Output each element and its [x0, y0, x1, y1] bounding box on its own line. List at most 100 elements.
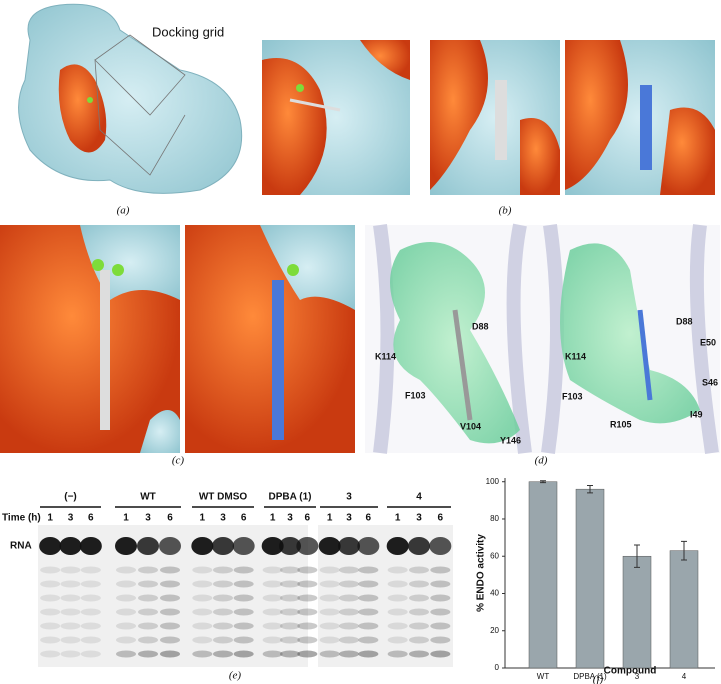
fragment-band — [138, 636, 158, 644]
fragment-band — [192, 622, 213, 630]
time-label: 3 — [346, 513, 352, 524]
fragment-band — [430, 622, 451, 630]
fragment-band — [60, 566, 81, 574]
fragment-band — [358, 580, 379, 588]
fragment-band — [358, 608, 379, 616]
fragment-band — [409, 580, 429, 588]
fragment-band — [319, 566, 340, 574]
fragment-band — [319, 650, 340, 658]
error-bar — [540, 480, 546, 484]
fragment-band — [387, 594, 408, 602]
caption: (e) — [229, 670, 242, 682]
fragment-band — [409, 650, 429, 658]
fragment-band — [116, 608, 136, 616]
fragment-band — [192, 566, 213, 574]
caption: (c) — [172, 455, 185, 467]
rna-band — [429, 537, 452, 555]
fragment-band — [319, 636, 340, 644]
y-tick-label: 100 — [486, 477, 500, 486]
fragment-band — [430, 566, 451, 574]
fragment-band — [409, 622, 429, 630]
fragment-band — [387, 566, 408, 574]
rna-band — [232, 537, 255, 555]
x-tick-label: 4 — [682, 672, 687, 681]
fragment-band — [60, 608, 81, 616]
fragment-band — [116, 622, 136, 630]
residue-label: F103 — [562, 391, 583, 401]
fragment-band — [280, 580, 300, 588]
fragment-band — [233, 622, 254, 630]
fragment-band — [409, 636, 429, 644]
fragment-band — [262, 608, 283, 616]
time-label: 3 — [416, 513, 422, 524]
fragment-band — [138, 622, 158, 630]
caption: (f) — [593, 674, 604, 684]
time-label: 1 — [47, 513, 53, 524]
fragment-band — [40, 580, 61, 588]
fragment-band — [60, 636, 81, 644]
fragment-band — [319, 608, 340, 616]
time-label: 6 — [167, 513, 173, 524]
fragment-band — [213, 636, 233, 644]
x-tick-label: WT — [537, 672, 550, 681]
time-label: Time (h) — [2, 513, 41, 524]
residue-label: D88 — [676, 316, 693, 326]
protein-surface — [18, 3, 243, 194]
fragment-band — [160, 650, 180, 658]
fragment-band — [138, 566, 158, 574]
fragment-band — [297, 580, 318, 588]
fragment-band — [319, 580, 340, 588]
fragment-band — [387, 608, 408, 616]
time-label: 6 — [88, 513, 94, 524]
caption: (d) — [535, 455, 548, 467]
fragment-band — [339, 650, 359, 658]
fragment-band — [213, 580, 233, 588]
fragment-band — [358, 594, 379, 602]
fragment-band — [262, 594, 283, 602]
fragment-band — [160, 594, 180, 602]
fragment-band — [233, 594, 254, 602]
fragment-band — [60, 580, 81, 588]
rna-band — [191, 537, 214, 555]
fragment-band — [387, 650, 408, 658]
fragment-band — [430, 636, 451, 644]
fragment-band — [40, 622, 61, 630]
fragment-band — [116, 594, 136, 602]
fragment-band — [280, 622, 300, 630]
fragment-band — [430, 608, 451, 616]
fragment-band — [280, 594, 300, 602]
fragment-band — [80, 594, 101, 602]
rna-band — [318, 537, 341, 555]
active-site — [58, 64, 107, 153]
time-label: 1 — [200, 513, 206, 524]
residue-label: S46 — [702, 377, 718, 387]
residue-label: R105 — [610, 419, 632, 429]
group-label: WT DMSO — [199, 492, 248, 503]
fragment-band — [409, 566, 429, 574]
time-label: 6 — [241, 513, 247, 524]
fragment-band — [192, 608, 213, 616]
grid-box — [94, 34, 186, 176]
bar — [622, 555, 652, 669]
fragment-band — [40, 566, 61, 574]
y-tick-label: 20 — [490, 626, 499, 635]
time-label: 6 — [438, 513, 444, 524]
grid-label: Docking grid — [152, 24, 224, 39]
rna-band — [59, 537, 82, 555]
fragment-band — [116, 636, 136, 644]
fragment-band — [40, 594, 61, 602]
fragment-band — [80, 608, 101, 616]
time-label: 1 — [123, 513, 129, 524]
fragment-band — [358, 622, 379, 630]
fragment-band — [160, 608, 180, 616]
rna-band — [408, 537, 430, 555]
rna-band — [39, 537, 62, 555]
y-tick-label: 0 — [495, 663, 500, 672]
fragment-band — [160, 622, 180, 630]
fragment-band — [339, 622, 359, 630]
fragment-band — [262, 566, 283, 574]
fragment-band — [319, 622, 340, 630]
fragment-band — [339, 594, 359, 602]
caption: (b) — [499, 205, 512, 217]
fragment-band — [233, 650, 254, 658]
